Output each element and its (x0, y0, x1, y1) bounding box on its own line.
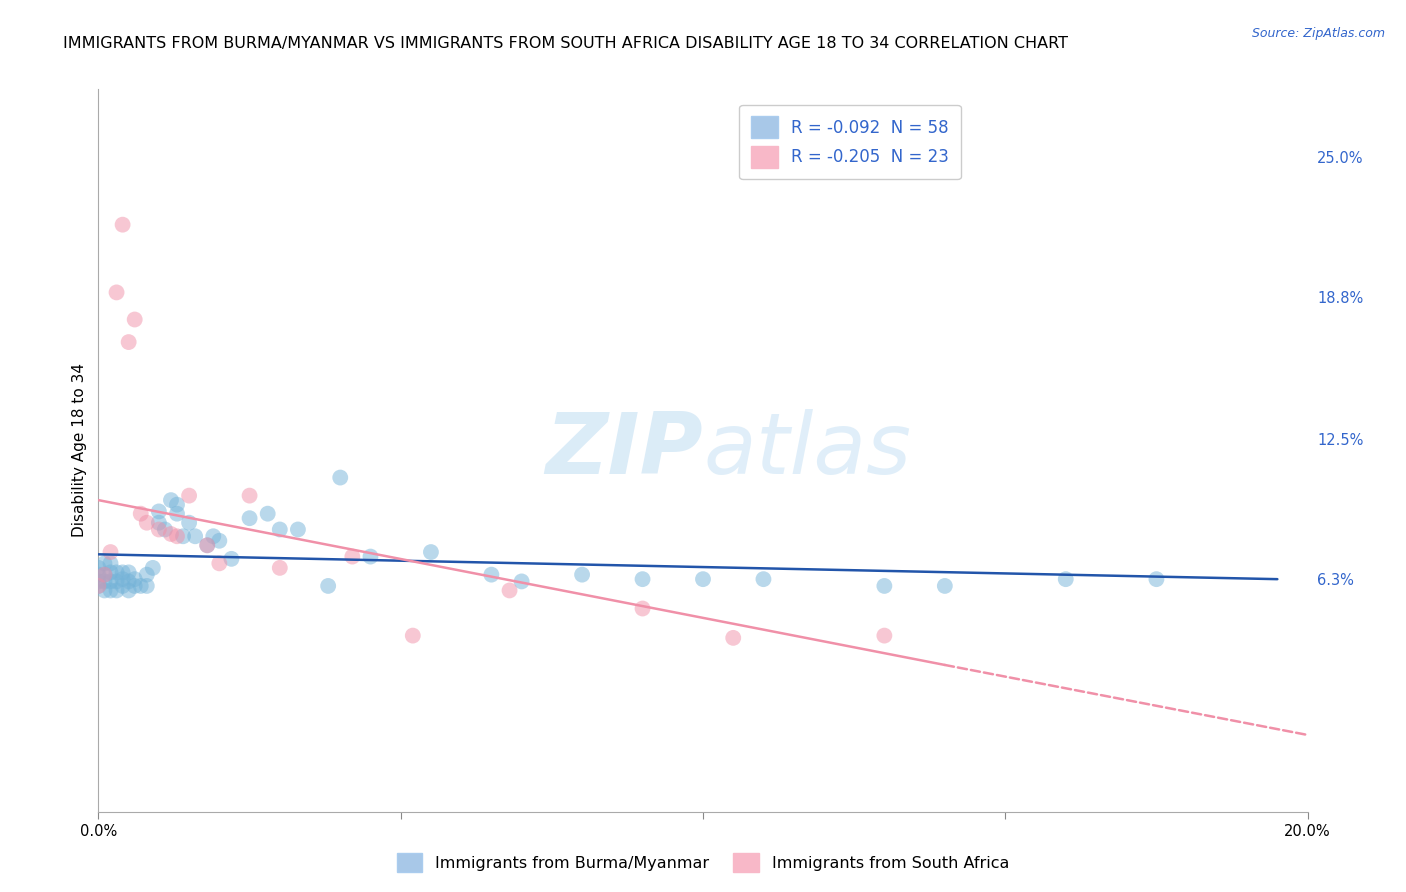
Point (934, 579, 956, 593)
Point (1054, 572, 1077, 586)
Text: atlas: atlas (703, 409, 911, 492)
Point (498, 583, 520, 598)
Text: IMMIGRANTS FROM BURMA/MYANMAR VS IMMIGRANTS FROM SOUTH AFRICA DISABILITY AGE 18 : IMMIGRANTS FROM BURMA/MYANMAR VS IMMIGRA… (63, 36, 1069, 51)
Point (111, 572, 134, 586)
Text: Source: ZipAtlas.com: Source: ZipAtlas.com (1251, 27, 1385, 40)
Point (1144, 572, 1167, 586)
Point (208, 533, 231, 548)
Point (571, 567, 593, 582)
Legend: R = -0.092  N = 58, R = -0.205  N = 23: R = -0.092 N = 58, R = -0.205 N = 23 (740, 104, 960, 179)
Point (87, 579, 110, 593)
Point (184, 529, 207, 543)
Y-axis label: Disability Age 18 to 34: Disability Age 18 to 34 (72, 363, 87, 538)
Point (105, 574, 128, 589)
Point (111, 566, 134, 580)
Point (256, 507, 278, 521)
Point (100, 574, 122, 589)
Point (172, 529, 194, 543)
Point (166, 507, 188, 521)
Point (179, 516, 201, 530)
Point (100, 557, 122, 571)
Point (239, 489, 262, 503)
Point (148, 523, 170, 537)
Point (100, 583, 122, 598)
Point (510, 574, 533, 589)
Point (420, 545, 443, 559)
Point (179, 489, 201, 503)
Point (160, 527, 183, 541)
Point (118, 583, 141, 598)
Point (221, 551, 243, 566)
Point (93, 583, 115, 598)
Point (105, 583, 128, 598)
Point (269, 561, 291, 575)
Point (118, 574, 141, 589)
Point (202, 529, 225, 543)
Point (360, 549, 382, 564)
Point (129, 507, 152, 521)
Point (93, 574, 115, 589)
Point (208, 557, 231, 571)
Point (87, 567, 110, 582)
Point (87, 574, 110, 589)
Point (166, 529, 188, 543)
Point (142, 561, 165, 575)
Point (105, 285, 128, 300)
Point (342, 549, 364, 564)
Point (153, 523, 176, 537)
Point (316, 579, 339, 593)
Point (631, 601, 654, 615)
Point (124, 572, 146, 586)
Point (105, 566, 128, 580)
Point (129, 579, 152, 593)
Point (118, 334, 141, 349)
Legend: Immigrants from Burma/Myanmar, Immigrants from South Africa: Immigrants from Burma/Myanmar, Immigrant… (389, 845, 1017, 880)
Point (752, 572, 775, 586)
Point (481, 567, 503, 582)
Text: ZIP: ZIP (546, 409, 703, 492)
Point (148, 504, 170, 518)
Point (111, 579, 134, 593)
Point (100, 566, 122, 580)
Point (631, 572, 654, 586)
Point (93, 567, 115, 582)
Point (124, 312, 146, 326)
Point (135, 567, 157, 582)
Point (87, 561, 110, 575)
Point (329, 470, 352, 484)
Point (402, 629, 425, 643)
Point (87, 579, 110, 593)
Point (166, 498, 188, 512)
Point (195, 538, 218, 552)
Point (195, 538, 218, 552)
Point (287, 523, 309, 537)
Point (100, 545, 122, 559)
Point (239, 511, 262, 525)
Point (873, 629, 896, 643)
Point (111, 218, 134, 232)
Point (135, 516, 157, 530)
Point (692, 572, 714, 586)
Point (873, 579, 896, 593)
Point (269, 523, 291, 537)
Point (124, 579, 146, 593)
Point (135, 579, 157, 593)
Point (148, 516, 170, 530)
Point (93, 557, 115, 571)
Point (118, 566, 141, 580)
Point (93, 567, 115, 582)
Point (723, 631, 745, 645)
Point (160, 493, 183, 508)
